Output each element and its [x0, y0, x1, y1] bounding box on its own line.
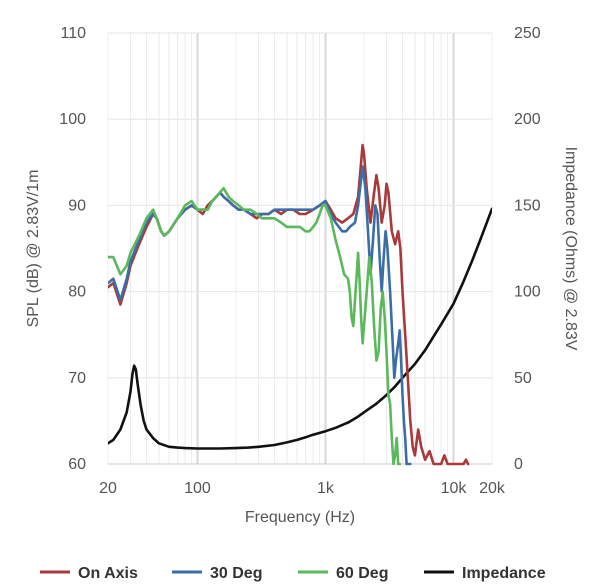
y-right-tick-label: 50: [514, 370, 532, 387]
legend-item-60-deg[interactable]: 60 Deg: [298, 565, 388, 582]
series-line-on-axis[interactable]: [108, 143, 470, 466]
y-left-tick-label: 100: [59, 111, 86, 128]
series-line-impedance[interactable]: [108, 207, 492, 450]
y-right-tick-label: 150: [514, 197, 541, 214]
y-axis-title-right: Impedance (Ohms) @ 2.83V: [562, 147, 579, 351]
y-right-tick-label: 200: [514, 111, 541, 128]
gridlines: [107, 32, 493, 465]
legend-item-impedance[interactable]: Impedance: [424, 565, 546, 582]
y-left-tick-label: 70: [68, 370, 86, 387]
x-tick-label: 10k: [441, 480, 468, 497]
legend-label-30-deg: 30 Deg: [210, 565, 262, 582]
legend-label-on-axis: On Axis: [78, 565, 138, 582]
y-left-tick-label: 80: [68, 284, 86, 301]
y-right-tick-label: 0: [514, 456, 523, 473]
y-left-tick-label: 60: [68, 456, 86, 473]
x-tick-label: 1k: [317, 480, 335, 497]
x-axis-title: Frequency (Hz): [245, 509, 355, 526]
legend-item-30-deg[interactable]: 30 Deg: [172, 565, 262, 582]
x-tick-label: 100: [184, 480, 211, 497]
x-tick-label: 20: [99, 480, 117, 497]
x-tick-label: 20k: [479, 480, 506, 497]
series-lines: [108, 143, 492, 466]
legend-label-impedance: Impedance: [462, 565, 546, 582]
y-left-tick-label: 110: [60, 25, 86, 42]
y-right-tick-label: 100: [514, 284, 541, 301]
legend-label-60-deg: 60 Deg: [336, 565, 388, 582]
series-line-60-deg[interactable]: [108, 186, 401, 466]
axes: 20 100 1k 10k 20k 60 70 80 90 100 110 0 50 100 150 200 2…: [59, 25, 541, 497]
legend: On Axis 30 Deg 60 Deg Impedance: [40, 565, 546, 582]
y-axis-title-left: SPL (dB) @ 2.83V/1m: [25, 170, 42, 328]
legend-item-on-axis[interactable]: On Axis: [40, 565, 138, 582]
y-right-tick-label: 250: [514, 25, 541, 42]
y-left-tick-label: 90: [68, 197, 86, 214]
